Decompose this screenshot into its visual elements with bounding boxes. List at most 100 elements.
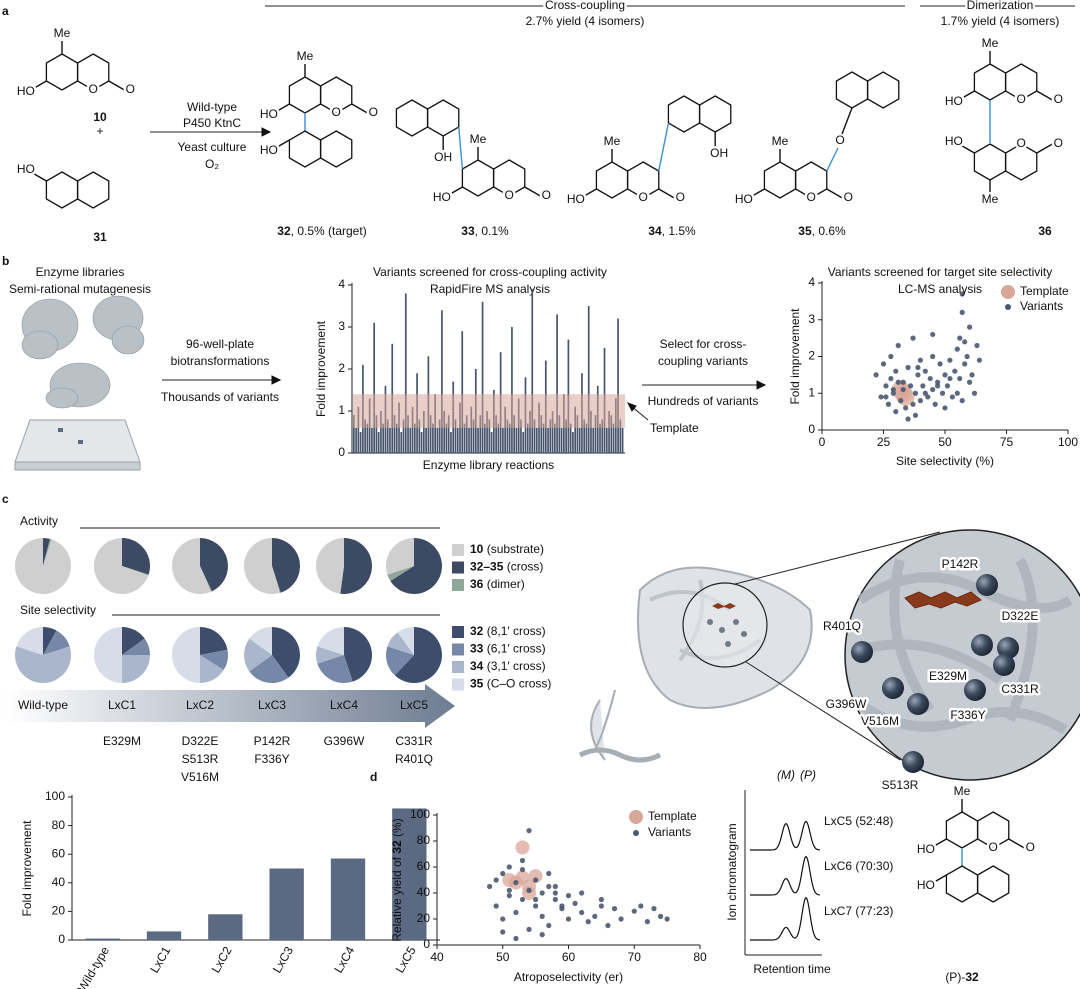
- legend-label-part: (C–O cross): [483, 677, 551, 691]
- point: [585, 919, 591, 925]
- point: [559, 903, 565, 909]
- panel-letter: c: [2, 492, 9, 506]
- bar: [441, 310, 443, 453]
- bar: [560, 427, 563, 453]
- point: [878, 394, 884, 400]
- point: [895, 379, 901, 385]
- point: [885, 401, 892, 407]
- point: [957, 375, 963, 382]
- point: [888, 353, 894, 360]
- atom-label: O: [676, 190, 685, 204]
- bar: [411, 406, 414, 453]
- bar: [592, 427, 595, 453]
- point: [947, 375, 953, 382]
- point: [959, 309, 965, 315]
- protein-structure: [578, 529, 1080, 781]
- bar: [578, 427, 581, 453]
- y-tick-label: 0: [423, 937, 430, 951]
- bar: [549, 419, 552, 453]
- naphthalene-ring: [866, 71, 900, 109]
- legend-swatch: [452, 643, 464, 656]
- point: [539, 932, 545, 938]
- y-axis-label: Fold improvement: [788, 308, 802, 405]
- bar: [590, 411, 592, 453]
- y-axis-label-part: 32: [390, 840, 404, 854]
- bar: [429, 415, 432, 453]
- point: [895, 342, 901, 349]
- bar: [353, 415, 355, 453]
- bar: [470, 406, 473, 453]
- y-tick-label: 3: [808, 312, 815, 326]
- x-axis-label: Retention time: [753, 962, 831, 976]
- chart-title: Site selectivity: [20, 603, 96, 617]
- y-tick-label: 40: [417, 885, 431, 899]
- legend-label-part: 32–35: [470, 560, 504, 574]
- pie-slice: [249, 655, 289, 684]
- bar: [558, 415, 561, 453]
- bar: [418, 419, 421, 453]
- step-text: Select for cross-: [660, 337, 747, 351]
- group-title: Dimerization: [967, 0, 1034, 12]
- bar: [572, 432, 574, 453]
- pie-slice: [397, 627, 414, 655]
- legend-swatch: [1001, 285, 1015, 299]
- chart-subtitle: RapidFire MS analysis: [430, 282, 550, 296]
- bar: [504, 406, 507, 453]
- residue-label: R401Q: [823, 619, 861, 633]
- x-tick-label: 40: [430, 950, 444, 964]
- pie-slice: [317, 655, 353, 683]
- bar: [425, 427, 427, 453]
- chart-subtitle: LC-MS analysis: [898, 282, 982, 296]
- legend-label-part: (substrate): [483, 542, 544, 556]
- point: [605, 922, 611, 929]
- y-tick-label: 40: [52, 875, 66, 889]
- point: [493, 903, 499, 909]
- pie-slice: [390, 538, 442, 594]
- bar: [479, 415, 482, 453]
- point: [565, 893, 572, 899]
- naphthalene-ring: [698, 95, 732, 133]
- point: [952, 368, 958, 374]
- point: [611, 906, 618, 912]
- variant-name: Wild-type: [18, 698, 68, 712]
- bar: [454, 419, 457, 453]
- point: [930, 353, 936, 360]
- point: [954, 346, 960, 352]
- point: [506, 893, 512, 899]
- bond: [1008, 838, 1025, 849]
- bond: [1036, 90, 1053, 101]
- x-axis-label: Atroposelectivity (er): [514, 970, 623, 984]
- pie-slice: [122, 627, 145, 655]
- point: [533, 903, 539, 909]
- caption: Semi-rational mutagenesis: [9, 282, 151, 296]
- peak-label: (M): [777, 768, 795, 782]
- atom-label: Me: [982, 192, 999, 206]
- bar: [533, 419, 536, 453]
- group-yield: 2.7% yield (4 isomers): [526, 14, 645, 28]
- point: [927, 375, 933, 382]
- legend-label-part: 10: [470, 542, 484, 556]
- bar: [373, 322, 376, 453]
- benzene-ring: [288, 76, 322, 114]
- point: [487, 883, 493, 890]
- point: [533, 877, 539, 883]
- bond: [273, 139, 290, 150]
- variant-name: LxC5: [400, 698, 428, 712]
- atom-label: O: [1054, 136, 1063, 150]
- y-tick-label: 4: [808, 275, 815, 289]
- pie-slice: [272, 538, 300, 593]
- compound-label-part: 32: [277, 224, 291, 238]
- atom-label: Me: [604, 134, 621, 148]
- y-axis-label-part: (%): [390, 818, 404, 840]
- bar: [366, 423, 369, 453]
- point: [526, 887, 532, 894]
- point: [519, 896, 526, 903]
- reaction-condition: O₂: [205, 157, 219, 171]
- pie-slice: [200, 655, 224, 683]
- point: [552, 883, 558, 890]
- legend-swatch: [452, 661, 464, 673]
- legend-label: 32 (8,1′ cross): [470, 624, 546, 638]
- atom-label: HO: [917, 842, 935, 856]
- point: [920, 383, 926, 389]
- bar: [472, 419, 475, 453]
